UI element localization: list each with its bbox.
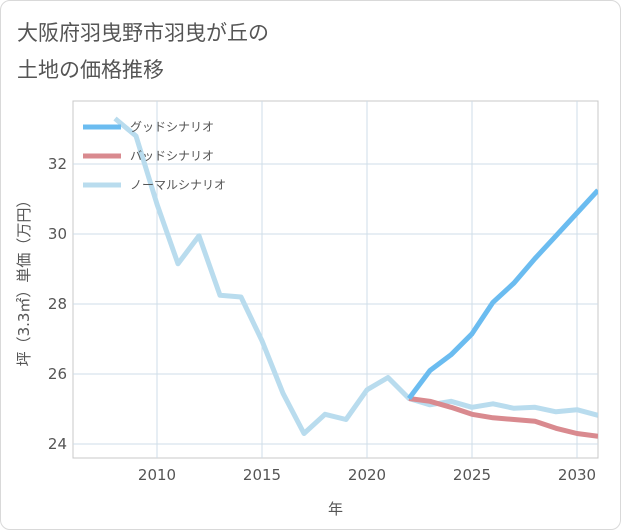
x-axis-title: 年	[328, 500, 343, 518]
x-tick-label: 2025	[453, 466, 491, 484]
series-line	[407, 188, 598, 400]
y-tick-label: 28	[48, 295, 67, 313]
y-tick-label: 30	[48, 225, 67, 243]
legend-label: グッドシナリオ	[130, 120, 214, 134]
y-tick-label: 32	[48, 155, 67, 173]
y-tick-label: 24	[48, 435, 67, 453]
legend-label: バッドシナリオ	[130, 149, 214, 163]
legend-label: ノーマルシナリオ	[130, 178, 226, 192]
x-tick-label: 2010	[138, 466, 176, 484]
x-tick-label: 2020	[348, 466, 386, 484]
y-axis-title: 坪（3.3㎡）単価（万円）	[15, 193, 33, 367]
plot-area	[72, 100, 599, 459]
series-line	[113, 116, 598, 436]
x-tick-label: 2015	[243, 466, 281, 484]
series-line	[408, 396, 598, 439]
chart-title: 大阪府羽曳野市羽曳が丘の 土地の価格推移	[17, 21, 269, 82]
y-tick-label: 26	[48, 365, 67, 383]
x-tick-label: 2030	[558, 466, 596, 484]
